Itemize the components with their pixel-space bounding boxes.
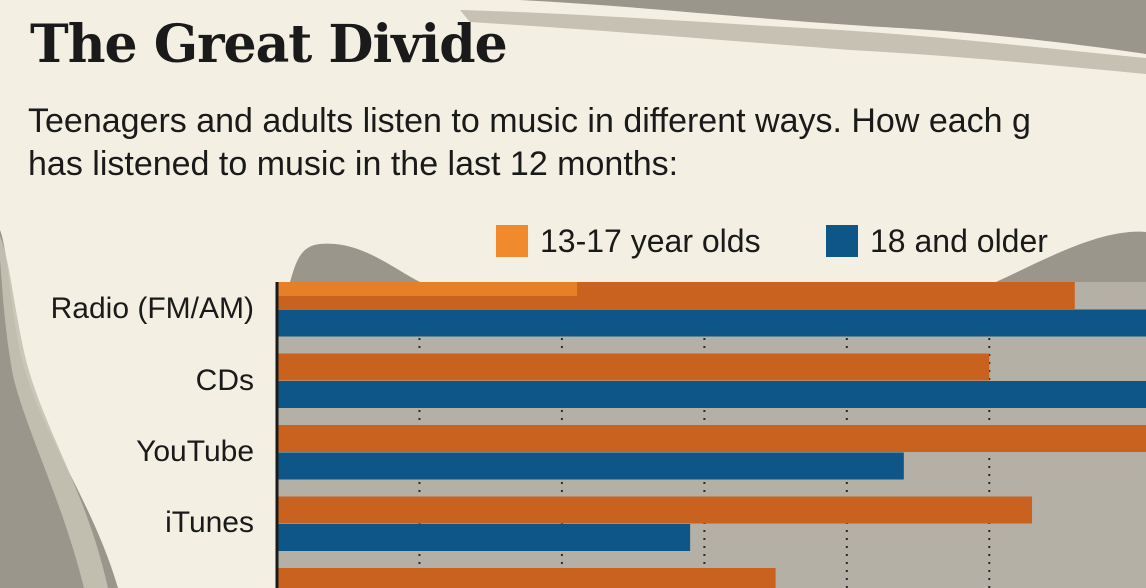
legend-swatch-teens [496,225,528,257]
chart-subtitle: Teenagers and adults listen to music in … [28,100,1146,186]
bar-highlight-radio [277,282,577,296]
subtitle-line-2: has listened to music in the last 12 mon… [28,145,679,183]
legend-swatch-adults [826,225,858,257]
bar-teens-cds [277,353,990,381]
paper-fold-shadow [460,10,1146,74]
bar-adults-youtube [277,452,904,480]
category-label-cds: CDs [195,364,254,397]
subtitle-line-1: Teenagers and adults listen to music in … [28,102,1031,140]
legend-item-adults: 18 and older [826,222,1048,260]
category-label-radio: Radio (FM/AM) [50,292,254,325]
legend-item-teens: 13-17 year olds [496,222,761,260]
paper-edge-shadow [0,236,108,588]
bar-adults-radio [277,309,1146,337]
chart-title: The Great Divide [30,14,508,75]
legend-label-adults: 18 and older [870,222,1048,259]
bar-adults-itunes [277,524,691,551]
bar-teens-partial [277,568,776,588]
bar-teens-youtube [277,425,1146,452]
category-label-itunes: iTunes [165,506,254,539]
bar-adults-cds [277,381,1146,408]
legend-label-teens: 13-17 year olds [540,222,761,259]
bar-teens-itunes [277,496,1033,524]
category-label-youtube: YouTube [136,435,254,468]
